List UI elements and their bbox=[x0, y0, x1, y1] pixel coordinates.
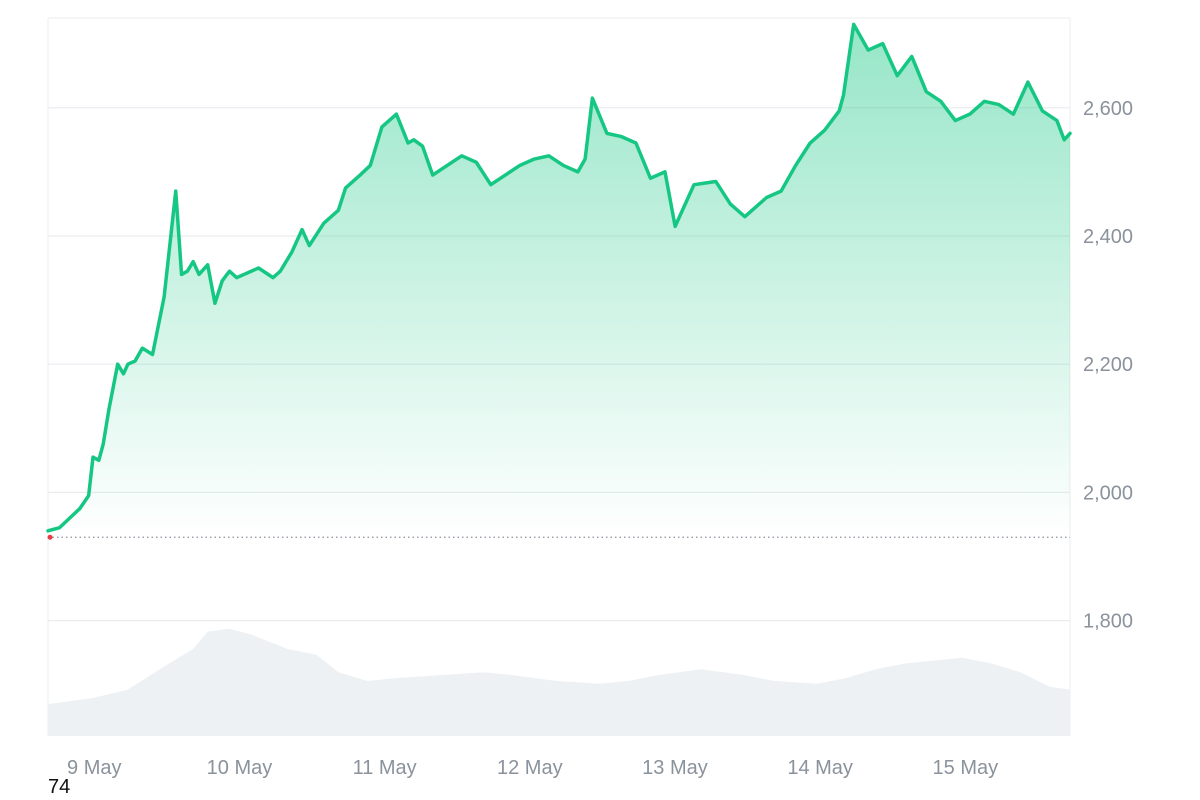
start-marker bbox=[47, 534, 53, 540]
y-tick-label: 1,800 bbox=[1083, 611, 1133, 633]
price-area-fill bbox=[48, 24, 1070, 538]
x-tick-label: 10 May bbox=[207, 757, 273, 779]
footnote-label: 74 bbox=[48, 776, 71, 798]
x-axis-labels: 9 May 10 May 11 May 12 May 13 May 14 May 15 Ma… bbox=[67, 757, 998, 779]
y-axis-labels: 1,800 2,000 2,200 2,400 2,600 bbox=[1083, 98, 1133, 633]
price-line bbox=[46, 22, 1072, 540]
x-tick-label: 12 May bbox=[497, 757, 563, 779]
price-series-line bbox=[46, 22, 1072, 533]
x-tick-label: 11 May bbox=[353, 757, 417, 779]
volume-area bbox=[48, 628, 1070, 736]
y-tick-label: 2,200 bbox=[1083, 354, 1133, 376]
x-tick-label: 15 May bbox=[933, 757, 999, 779]
x-tick-label: 13 May bbox=[642, 757, 708, 779]
y-tick-label: 2,600 bbox=[1083, 98, 1133, 120]
volume-shape bbox=[48, 628, 1070, 736]
x-tick-label: 9 May bbox=[67, 757, 121, 779]
y-tick-label: 2,400 bbox=[1083, 226, 1133, 248]
price-area bbox=[48, 24, 1070, 538]
y-tick-label: 2,000 bbox=[1083, 482, 1133, 504]
x-tick-label: 14 May bbox=[787, 757, 853, 779]
